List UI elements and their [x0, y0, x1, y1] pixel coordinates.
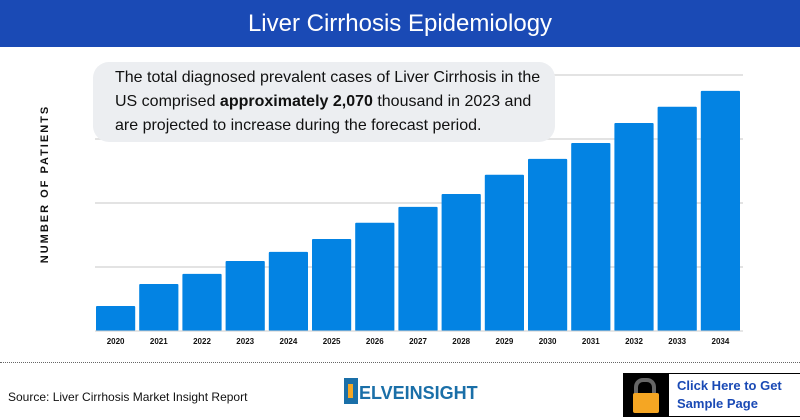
delveinsight-logo: ELVEINSIGHT — [344, 378, 478, 404]
x-tick-label: 2033 — [668, 337, 686, 346]
x-tick-label: 2031 — [582, 337, 600, 346]
chart-title-banner: Liver Cirrhosis Epidemiology — [0, 0, 800, 47]
x-tick-label: 2030 — [539, 337, 557, 346]
bar-2023 — [225, 260, 265, 331]
page-title: Liver Cirrhosis Epidemiology — [247, 9, 553, 37]
bar-2025 — [312, 239, 352, 331]
bar-2032 — [614, 123, 654, 331]
x-tick-label: 2032 — [625, 337, 643, 346]
bar-2021 — [139, 283, 179, 331]
x-tick-label: 2029 — [496, 337, 514, 346]
bar-2024 — [268, 251, 308, 331]
footer-divider — [0, 362, 800, 363]
y-axis-label: NUMBER OF PATIENTS — [39, 104, 51, 264]
source-text: Source: Liver Cirrhosis Market Insight R… — [8, 390, 248, 404]
x-tick-label: 2026 — [366, 337, 384, 346]
bar-2030 — [528, 158, 568, 331]
bar-2028 — [441, 194, 481, 331]
get-sample-page-button[interactable]: Click Here to Get Sample Page — [623, 373, 800, 417]
bar-2020 — [96, 305, 136, 331]
bar-2026 — [355, 222, 395, 331]
x-tick-label: 2024 — [280, 337, 298, 346]
bar-chart: 2020 2021 2022 2023 2024 2025 2026 2027 2028 2029… — [95, 74, 743, 346]
callout-highlight: approximately 2,070 — [219, 93, 373, 110]
x-tick-label: 2020 — [107, 337, 125, 346]
x-tick-label: 2021 — [150, 337, 168, 346]
bar-2027 — [398, 206, 438, 331]
x-tick-label: 2023 — [236, 337, 254, 346]
callout-text: The total diagnosed prevalent cases of L… — [115, 69, 541, 134]
callout-box: The total diagnosed prevalent cases of L… — [93, 62, 555, 142]
logo-mark-icon — [344, 378, 358, 404]
bar-2031 — [571, 142, 611, 331]
x-tick-label: 2027 — [409, 337, 427, 346]
bar-2022 — [182, 273, 222, 331]
x-tick-label: 2025 — [323, 337, 341, 346]
bar-2033 — [657, 106, 697, 331]
bar-2034 — [700, 90, 740, 331]
x-tick-label: 2034 — [712, 337, 730, 346]
unlocked-padlock-icon — [624, 374, 669, 416]
x-tick-label: 2022 — [193, 337, 211, 346]
bar-2029 — [484, 174, 524, 331]
x-tick-label: 2028 — [452, 337, 470, 346]
